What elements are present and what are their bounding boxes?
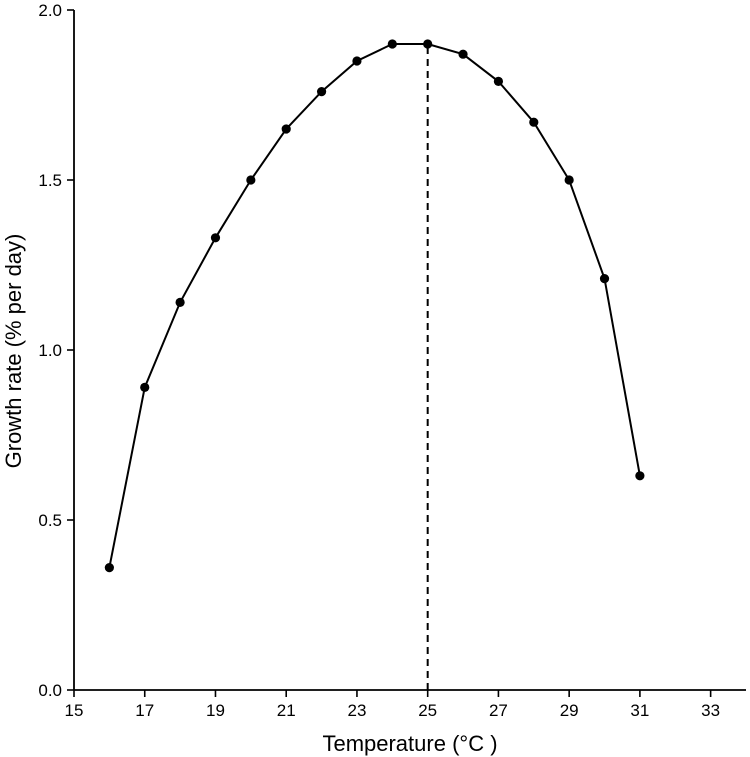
x-tick-label: 19 [206,701,225,720]
data-point [564,175,574,185]
y-axis-ticks: 0.0 0.5 1.0 1.5 2.0 [38,1,74,700]
data-point [246,175,256,185]
data-point [316,87,327,97]
data-point [635,471,645,481]
data-point [352,56,362,66]
y-tick-label: 2.0 [38,1,62,20]
data-point [210,233,221,243]
data-point [458,49,468,59]
data-point [175,297,185,307]
y-axis-label: Growth rate (% per day) [1,234,26,469]
series-line [108,43,641,568]
y-tick-label: 1.0 [38,341,62,360]
data-point [387,39,397,49]
data-point [281,124,291,134]
x-axis-label: Temperature (°C ) [322,731,497,756]
x-tick-label: 33 [701,701,720,720]
data-point [529,117,539,127]
x-tick-label: 29 [560,701,579,720]
axes [73,10,746,691]
x-tick-label: 15 [65,701,84,720]
data-point [104,563,114,573]
x-tick-label: 17 [135,701,154,720]
data-point [599,274,610,284]
x-tick-label: 23 [347,701,366,720]
series-group [104,39,645,573]
x-tick-label: 31 [630,701,649,720]
x-axis-ticks: 15 17 19 21 23 25 27 29 31 33 [65,690,720,720]
y-tick-label: 0.0 [38,681,62,700]
x-tick-label: 25 [418,701,437,720]
data-point [493,76,504,86]
x-tick-label: 27 [489,701,508,720]
data-point [423,39,433,49]
x-tick-label: 21 [277,701,296,720]
y-tick-label: 1.5 [38,171,62,190]
y-tick-label: 0.5 [38,511,62,530]
data-point [140,382,150,392]
